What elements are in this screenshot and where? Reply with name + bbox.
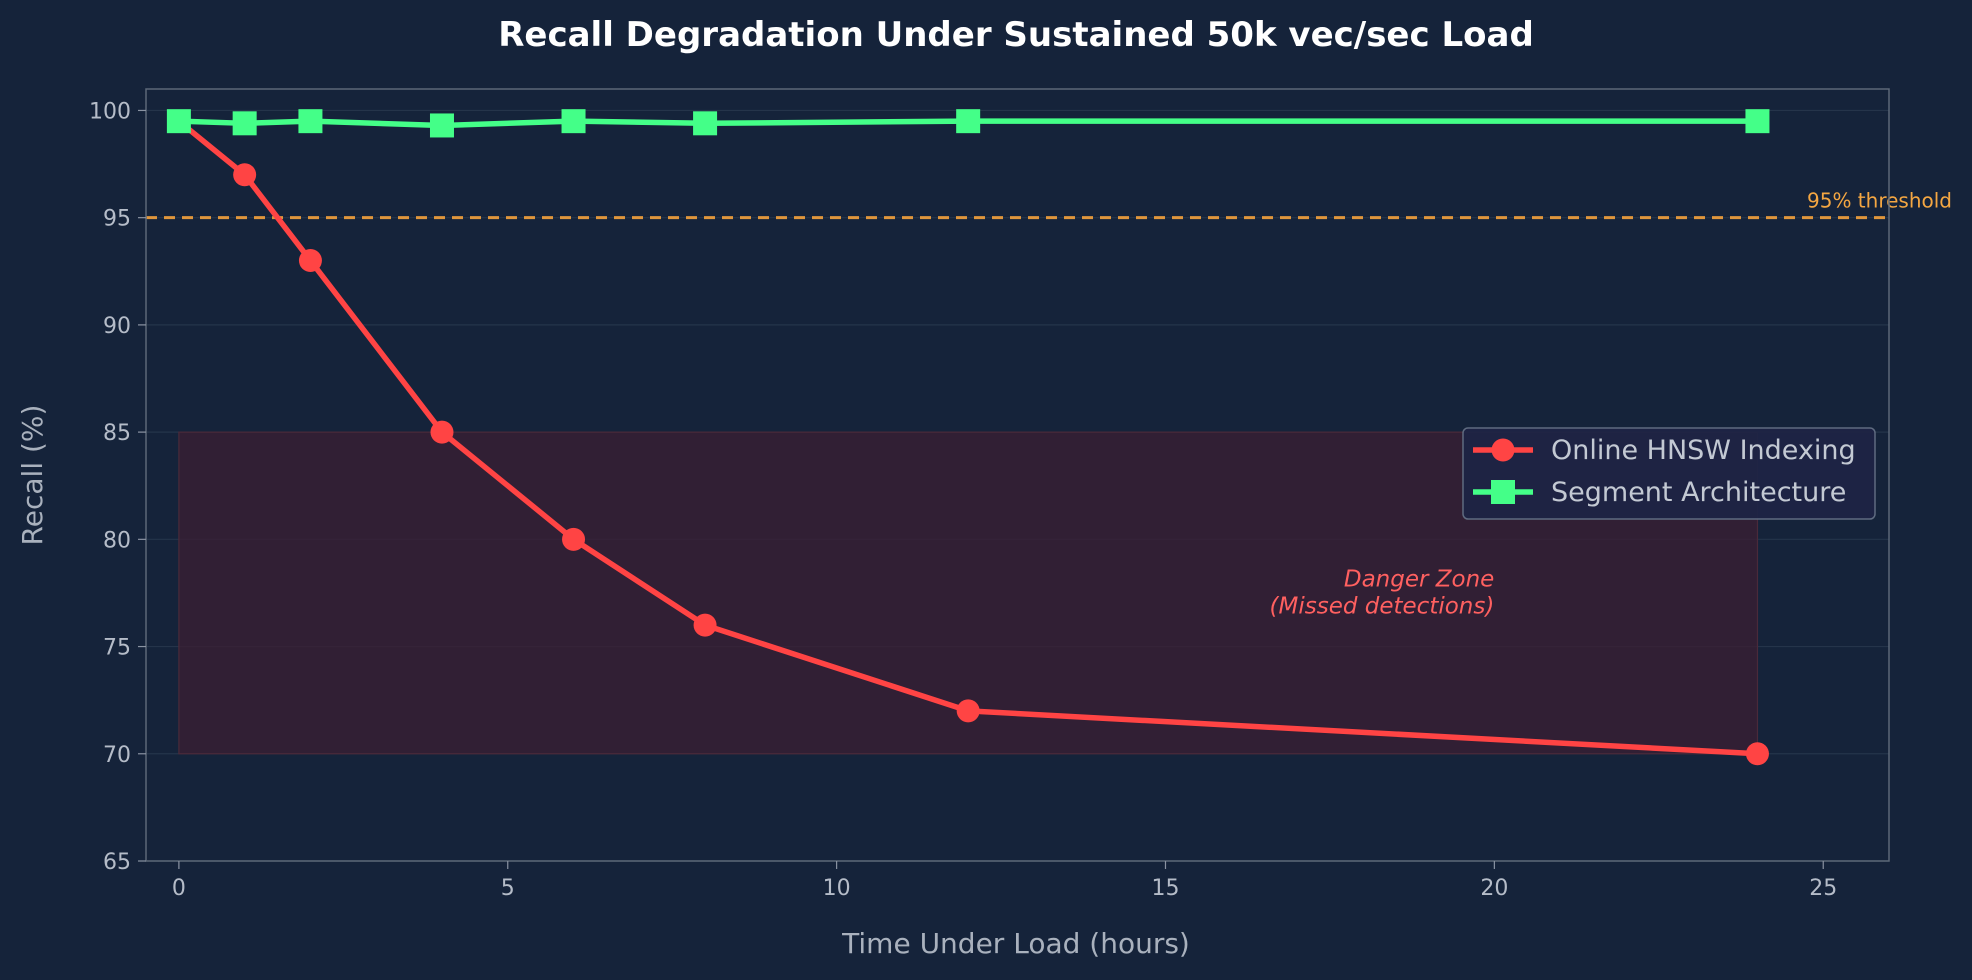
data-point-square	[1745, 109, 1770, 134]
legend-box	[1462, 427, 1876, 520]
y-axis-label: Recall (%)	[16, 405, 49, 546]
y-tick-label: 75	[103, 636, 131, 661]
chart-title: Recall Degradation Under Sustained 50k v…	[498, 15, 1534, 55]
danger-zone-label: Danger Zone	[1344, 567, 1494, 593]
legend-label: Online HNSW Indexing	[1551, 435, 1856, 466]
data-point-circle	[1745, 742, 1769, 766]
plot-frame	[145, 88, 1890, 862]
data-point-square	[298, 109, 323, 134]
series-line-0	[177, 119, 1758, 757]
data-point-circle	[693, 613, 717, 637]
threshold-label: 95% threshold	[1807, 189, 1952, 213]
legend-label: Segment Architecture	[1551, 477, 1846, 508]
data-point-square	[561, 109, 586, 134]
x-axis-label: Time Under Load (hours)	[841, 927, 1190, 960]
data-point-square	[166, 109, 191, 134]
x-axis: 0 5 10 15 20 25	[172, 861, 1837, 901]
y-tick-label: 65	[103, 850, 131, 875]
data-point-square	[232, 111, 257, 136]
x-tick-label: 10	[823, 876, 851, 901]
data-point-square	[429, 113, 454, 138]
x-tick-label: 20	[1480, 876, 1508, 901]
x-tick-label: 15	[1151, 876, 1179, 901]
legend-marker-circle	[1491, 438, 1515, 462]
data-point-circle	[233, 163, 257, 187]
data-point-circle	[430, 420, 454, 444]
threshold-group: 95% threshold	[146, 189, 1952, 220]
data-point-circle	[956, 699, 980, 723]
legend: Online HNSW Indexing Segment Architecture	[1462, 427, 1876, 520]
y-tick-label: 95	[103, 207, 131, 232]
x-tick-label: 5	[501, 876, 515, 901]
danger-zone-sublabel: (Missed detections)	[1270, 594, 1495, 620]
data-point-square	[956, 109, 981, 134]
series-group	[166, 109, 1770, 766]
y-tick-label: 85	[103, 421, 131, 446]
x-tick-label: 0	[172, 876, 186, 901]
y-tick-label: 80	[103, 528, 131, 553]
y-axis: 65 70 75 80 85 90 95 100	[89, 99, 146, 875]
data-point-circle	[562, 527, 586, 551]
y-tick-label: 90	[103, 314, 131, 339]
data-point-square	[693, 111, 718, 136]
legend-marker-square	[1491, 480, 1515, 504]
y-tick-label: 100	[89, 99, 131, 124]
x-tick-label: 25	[1809, 876, 1837, 901]
data-point-circle	[298, 249, 322, 273]
y-tick-label: 70	[103, 743, 131, 768]
